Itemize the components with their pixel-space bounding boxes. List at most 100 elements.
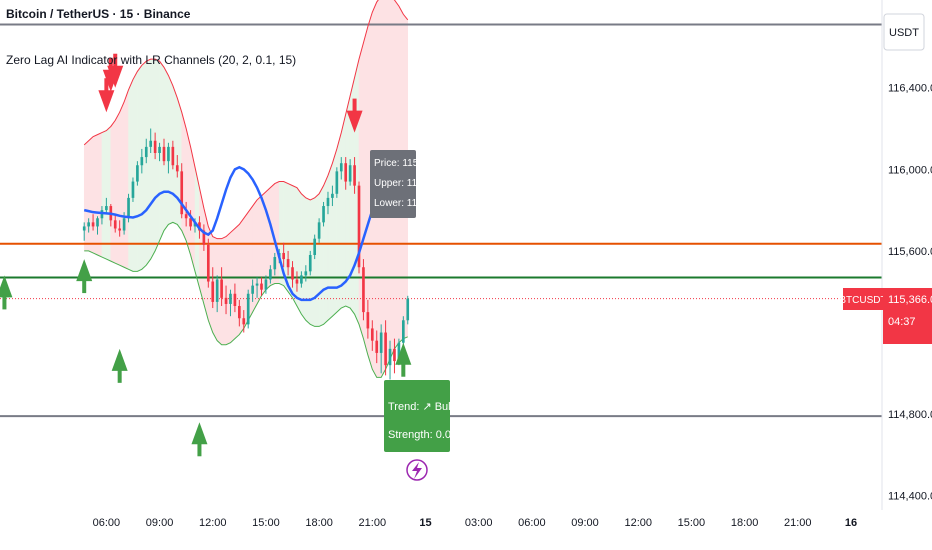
band-fill-segment <box>225 231 231 346</box>
candle-body <box>357 185 361 268</box>
band-fill-segment <box>296 186 302 315</box>
x-tick-label: 15:00 <box>678 517 706 529</box>
candle-body <box>91 222 95 227</box>
candle-body <box>167 146 170 162</box>
candle-body <box>175 165 179 172</box>
candle-body <box>264 279 268 290</box>
candle-body <box>162 146 166 162</box>
candle-body <box>153 140 157 153</box>
indicator-title[interactable]: Zero Lag AI Indicator with LR Channels (… <box>6 53 296 67</box>
lightning-bolt-icon[interactable] <box>406 459 428 481</box>
candle-body <box>366 312 370 329</box>
candle-body <box>397 342 401 362</box>
x-tick-label: 16 <box>845 517 857 529</box>
candle-body <box>215 279 219 302</box>
candle-body <box>291 267 294 280</box>
band-fill-segment <box>292 185 298 307</box>
y-tick-label: 116,400.00 <box>888 83 932 95</box>
candle-body <box>300 275 303 284</box>
trend-strength: Strength: 0.05% <box>388 429 467 441</box>
buy-signal-stem <box>197 442 202 457</box>
x-tick-label: 12:00 <box>199 517 227 529</box>
x-tick-label: 06:00 <box>518 517 546 529</box>
trend-direction: Trend: ↗ Bullish <box>388 401 467 413</box>
x-axis-ticks: 06:00 09:00 12:00 15:00 18:00 21:00 15 03:00 06:… <box>93 517 857 529</box>
candle-body <box>189 218 192 227</box>
candle-body <box>118 228 121 231</box>
candle-body <box>406 298 410 321</box>
candle-body <box>331 193 334 198</box>
band-fill-segment <box>128 79 134 272</box>
candle-body <box>255 283 259 286</box>
candle-body <box>313 238 317 255</box>
sell-signal-stem <box>113 53 118 68</box>
candle-body <box>273 257 277 270</box>
candle-body <box>184 214 188 219</box>
candle-body <box>246 293 250 325</box>
candle-body <box>344 163 348 182</box>
symbol-title[interactable]: Bitcoin / TetherUS · 15 · Binance <box>6 7 191 21</box>
price-axis-panel <box>883 0 932 550</box>
band-fill-segment <box>154 58 160 252</box>
candle-body <box>282 252 285 260</box>
candle-body <box>393 348 396 362</box>
candle-body <box>211 281 215 302</box>
candle-body <box>131 181 135 198</box>
candle-body <box>87 222 90 227</box>
candle-body <box>127 197 130 219</box>
band-fill-segment <box>327 163 333 321</box>
buy-signal-arrow <box>191 422 208 445</box>
buy-signal-arrow <box>395 342 412 365</box>
candle-body <box>384 332 387 366</box>
upper-band-line <box>83 0 409 240</box>
candle-body <box>286 259 290 268</box>
buy-signal-arrow <box>0 275 13 298</box>
band-fill-segment <box>88 136 94 254</box>
band-lines <box>83 0 409 378</box>
candle-body <box>251 285 254 294</box>
buy-signal-arrow <box>76 259 93 282</box>
candle-body <box>260 283 263 290</box>
candle-body <box>335 171 339 194</box>
last-price-tag <box>883 288 932 344</box>
x-tick-label: 21:00 <box>784 517 812 529</box>
sell-signal-arrow <box>98 90 115 113</box>
sell-signal-arrow <box>346 110 363 133</box>
x-tick-label: 15 <box>419 517 431 529</box>
candle-body <box>82 226 86 231</box>
band-tooltip <box>370 150 416 218</box>
zlema-polyline <box>83 165 408 302</box>
currency-badge[interactable] <box>883 13 925 51</box>
candle-body <box>122 218 126 231</box>
y-tick-label: 114,400.00 <box>888 491 932 503</box>
candle-body <box>317 222 321 239</box>
candle-body <box>304 271 308 276</box>
candle-body <box>220 279 223 298</box>
sell-signal-stem <box>104 78 109 93</box>
candle-body <box>353 165 356 186</box>
candle-body <box>375 340 379 353</box>
x-tick-label: 15:00 <box>252 517 280 529</box>
buy-signal-stem <box>117 368 122 383</box>
x-tick-label: 06:00 <box>93 517 121 529</box>
candle-body <box>171 146 175 166</box>
ticker-tag-label: BTCUSDT <box>839 295 886 306</box>
y-tick-label: 114,800.00 <box>888 409 932 421</box>
candles[interactable] <box>82 128 410 380</box>
currency-badge-label: USDT <box>889 27 919 39</box>
band-fill-segment <box>114 112 120 266</box>
bar-countdown: 04:37 <box>888 316 916 328</box>
candle-body <box>388 348 392 366</box>
sell-signal-stem <box>108 57 113 72</box>
candle-body <box>269 269 272 280</box>
trend-box <box>384 380 450 452</box>
candle-body <box>229 293 232 304</box>
candle-body <box>308 255 312 272</box>
signal-arrows <box>0 53 412 457</box>
band-fill-segment <box>341 114 346 309</box>
buy-signal-stem <box>82 279 87 294</box>
buy-signal-stem <box>401 362 406 377</box>
buy-signal-arrow <box>111 348 128 371</box>
band-fill-segment <box>101 130 107 260</box>
